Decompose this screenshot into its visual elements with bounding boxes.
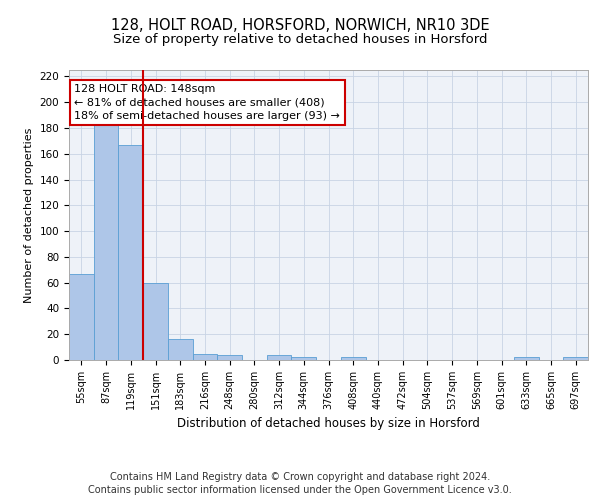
- Bar: [217, 355, 242, 360]
- Y-axis label: Number of detached properties: Number of detached properties: [24, 128, 34, 302]
- Bar: [341, 358, 365, 360]
- Bar: [69, 274, 94, 360]
- Bar: [267, 355, 292, 360]
- Bar: [563, 358, 588, 360]
- Bar: [94, 124, 118, 360]
- Text: Contains public sector information licensed under the Open Government Licence v3: Contains public sector information licen…: [88, 485, 512, 495]
- Text: 128 HOLT ROAD: 148sqm
← 81% of detached houses are smaller (408)
18% of semi-det: 128 HOLT ROAD: 148sqm ← 81% of detached …: [74, 84, 340, 121]
- Text: 128, HOLT ROAD, HORSFORD, NORWICH, NR10 3DE: 128, HOLT ROAD, HORSFORD, NORWICH, NR10 …: [110, 18, 490, 32]
- Bar: [118, 145, 143, 360]
- Text: Contains HM Land Registry data © Crown copyright and database right 2024.: Contains HM Land Registry data © Crown c…: [110, 472, 490, 482]
- Text: Size of property relative to detached houses in Horsford: Size of property relative to detached ho…: [113, 32, 487, 46]
- Bar: [193, 354, 217, 360]
- Bar: [514, 358, 539, 360]
- Bar: [168, 340, 193, 360]
- Bar: [292, 358, 316, 360]
- Bar: [143, 282, 168, 360]
- X-axis label: Distribution of detached houses by size in Horsford: Distribution of detached houses by size …: [177, 418, 480, 430]
